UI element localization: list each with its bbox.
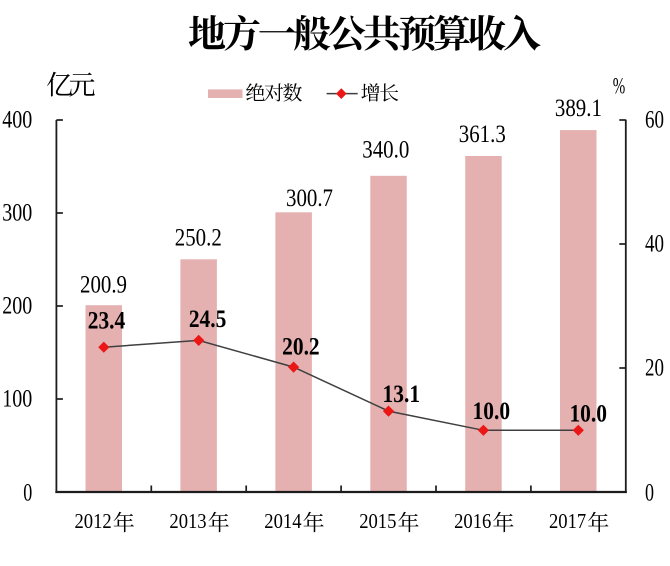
svg-text:10.0: 10.0: [569, 399, 607, 428]
svg-text:2013: 2013: [169, 509, 206, 533]
svg-text:300: 300: [2, 199, 32, 226]
svg-text:20: 20: [645, 354, 664, 381]
svg-text:400: 400: [2, 106, 32, 133]
svg-text:24.5: 24.5: [189, 304, 227, 333]
svg-text:389.1: 389.1: [555, 93, 602, 122]
svg-text:2017: 2017: [549, 509, 586, 533]
svg-text:13.1: 13.1: [383, 379, 421, 408]
svg-text:361.3: 361.3: [459, 119, 506, 148]
svg-text:20.2: 20.2: [282, 331, 320, 360]
svg-text:2014: 2014: [264, 509, 301, 533]
svg-text:60: 60: [645, 106, 664, 133]
svg-text:2012: 2012: [75, 509, 112, 533]
svg-text:23.4: 23.4: [88, 306, 126, 335]
svg-text:340.0: 340.0: [362, 135, 409, 164]
svg-text:10.0: 10.0: [473, 396, 511, 425]
svg-text:100: 100: [2, 385, 32, 412]
svg-text:300.7: 300.7: [286, 183, 333, 212]
svg-text:40: 40: [645, 230, 664, 257]
svg-text:0: 0: [645, 480, 654, 507]
svg-text:2015: 2015: [359, 509, 396, 533]
svg-text:200: 200: [2, 292, 32, 319]
svg-text:0: 0: [23, 480, 32, 507]
svg-text:250.2: 250.2: [175, 223, 222, 252]
svg-text:2016: 2016: [454, 509, 491, 533]
svg-text:%: %: [613, 74, 626, 99]
svg-text:200.9: 200.9: [80, 269, 127, 298]
